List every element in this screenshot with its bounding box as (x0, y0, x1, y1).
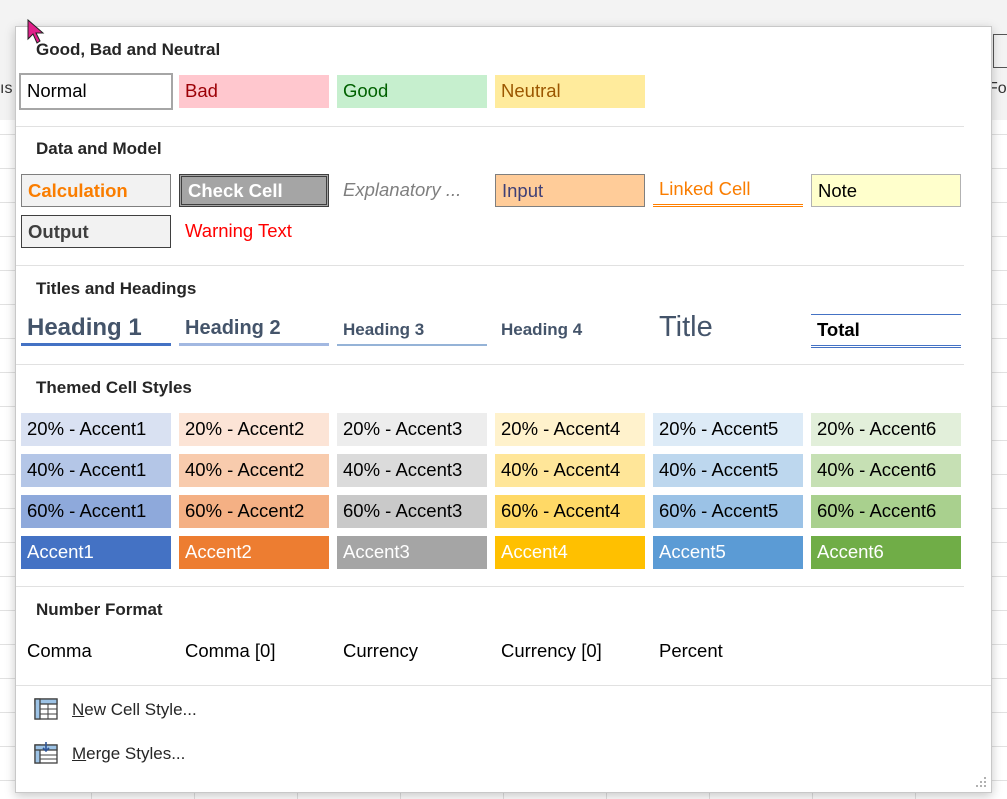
style-comma[interactable]: Comma (27, 640, 92, 661)
new-cell-style-icon (34, 698, 58, 720)
style-accent2[interactable]: Accent2 (179, 536, 329, 569)
section-divider (16, 126, 964, 127)
style-neutral[interactable]: Neutral (495, 75, 645, 108)
style-bad[interactable]: Bad (179, 75, 329, 108)
style-heading-3[interactable]: Heading 3 (337, 313, 487, 346)
style-60-accent2[interactable]: 60% - Accent2 (179, 495, 329, 528)
section-title-good-bad-neutral: Good, Bad and Neutral (36, 40, 221, 59)
style-accent6[interactable]: Accent6 (811, 536, 961, 569)
style-20-accent5[interactable]: 20% - Accent5 (653, 413, 803, 446)
new-cell-style-menu-item[interactable]: New Cell Style... (30, 692, 970, 728)
style-note[interactable]: Note (811, 174, 961, 207)
style-60-accent4[interactable]: 60% - Accent4 (495, 495, 645, 528)
style-heading-1[interactable]: Heading 1 (21, 313, 171, 346)
style-20-accent3[interactable]: 20% - Accent3 (337, 413, 487, 446)
style-60-accent1[interactable]: 60% - Accent1 (21, 495, 171, 528)
style-40-accent2[interactable]: 40% - Accent2 (179, 454, 329, 487)
style-20-accent1[interactable]: 20% - Accent1 (21, 413, 171, 446)
style-40-accent1[interactable]: 40% - Accent1 (21, 454, 171, 487)
style-heading-2[interactable]: Heading 2 (179, 313, 329, 346)
style-20-accent2[interactable]: 20% - Accent2 (179, 413, 329, 446)
style-good[interactable]: Good (337, 75, 487, 108)
merge-styles-label: Merge Styles... (72, 744, 186, 763)
style-20-accent4[interactable]: 20% - Accent4 (495, 413, 645, 446)
style-accent1[interactable]: Accent1 (21, 536, 171, 569)
style-20-accent6[interactable]: 20% - Accent6 (811, 413, 961, 446)
style-currency[interactable]: Currency (343, 640, 419, 661)
style-60-accent3[interactable]: 60% - Accent3 (337, 495, 487, 528)
cell-styles-gallery: Good, Bad and Neutral Normal Bad Good Ne… (15, 26, 992, 793)
style-warning-text[interactable]: Warning Text (185, 220, 292, 241)
format-table-icon (993, 34, 1007, 68)
style-comma-0[interactable]: Comma [0] (185, 640, 276, 661)
section-title-number-format: Number Format (36, 600, 163, 619)
resize-grip-icon[interactable] (975, 776, 987, 788)
ribbon-fragment-left: ıs (0, 80, 13, 97)
style-currency-0[interactable]: Currency [0] (501, 640, 602, 661)
section-divider (16, 586, 964, 587)
style-normal[interactable]: Normal (19, 73, 173, 110)
section-title-themed-cell-styles: Themed Cell Styles (36, 378, 192, 397)
mouse-cursor-icon (27, 19, 45, 44)
style-percent[interactable]: Percent (659, 640, 723, 661)
style-accent5[interactable]: Accent5 (653, 536, 803, 569)
section-title-titles-and-headings: Titles and Headings (36, 279, 197, 298)
style-60-accent5[interactable]: 60% - Accent5 (653, 495, 803, 528)
style-title[interactable]: Title (659, 313, 713, 343)
style-40-accent6[interactable]: 40% - Accent6 (811, 454, 961, 487)
section-divider (16, 265, 964, 266)
style-accent3[interactable]: Accent3 (337, 536, 487, 569)
style-heading-4[interactable]: Heading 4 (501, 320, 583, 339)
style-60-accent6[interactable]: 60% - Accent6 (811, 495, 961, 528)
merge-styles-icon (34, 742, 58, 764)
style-accent4[interactable]: Accent4 (495, 536, 645, 569)
style-output[interactable]: Output (21, 215, 171, 248)
style-total[interactable]: Total (811, 314, 961, 348)
style-input[interactable]: Input (495, 174, 645, 207)
style-calculation[interactable]: Calculation (21, 174, 171, 207)
merge-styles-menu-item[interactable]: Merge Styles... (30, 736, 970, 772)
section-title-data-and-model: Data and Model (36, 139, 162, 158)
style-linked-cell[interactable]: Linked Cell (653, 174, 803, 207)
style-check-cell[interactable]: Check Cell (179, 174, 329, 207)
new-cell-style-label: New Cell Style... (72, 700, 197, 719)
style-40-accent5[interactable]: 40% - Accent5 (653, 454, 803, 487)
ribbon-fragment-right: For (988, 80, 1007, 97)
section-divider (16, 364, 964, 365)
style-40-accent4[interactable]: 40% - Accent4 (495, 454, 645, 487)
style-40-accent3[interactable]: 40% - Accent3 (337, 454, 487, 487)
style-explanatory[interactable]: Explanatory ... (343, 179, 462, 200)
menu-divider (16, 685, 991, 686)
